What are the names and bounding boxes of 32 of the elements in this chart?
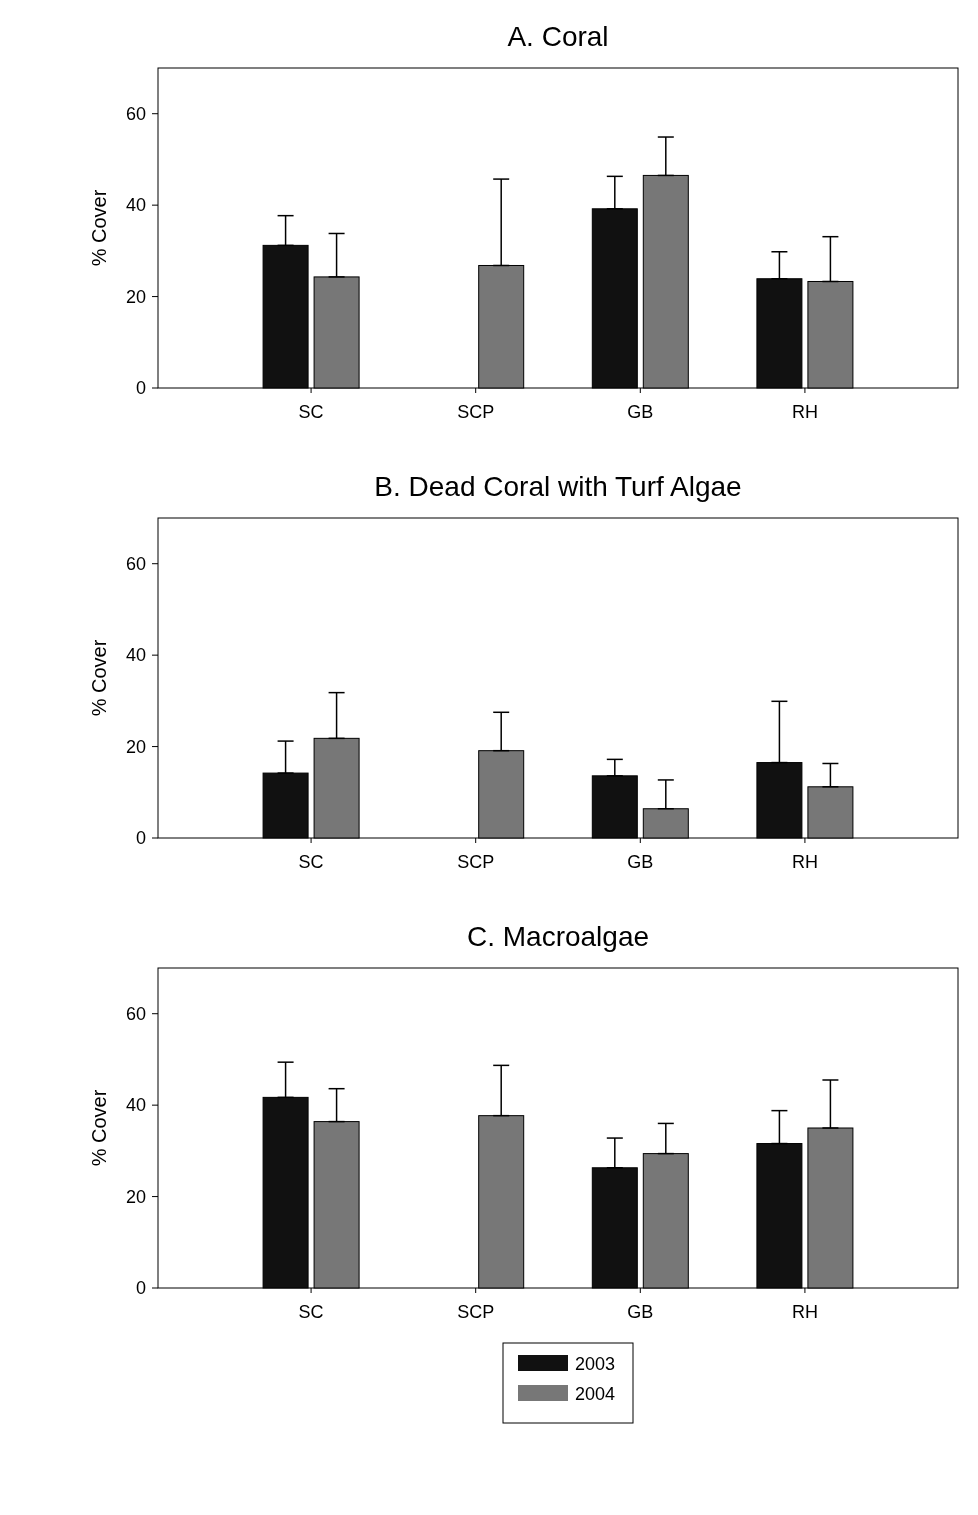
x-tick-label: SC bbox=[298, 1302, 324, 1322]
y-tick-label: 40 bbox=[125, 1095, 146, 1116]
x-tick-label: GB bbox=[627, 852, 654, 872]
y-tick-label: 20 bbox=[125, 736, 146, 757]
y-tick-label: 60 bbox=[125, 103, 146, 124]
x-tick-label: RH bbox=[791, 402, 818, 422]
y-tick-label: 60 bbox=[125, 1003, 146, 1024]
x-tick-label: GB bbox=[627, 402, 654, 422]
x-tick-label: RH bbox=[791, 852, 818, 872]
y-tick-label: 0 bbox=[135, 378, 146, 398]
x-tick-label: SC bbox=[298, 402, 324, 422]
y-tick-label: 60 bbox=[125, 553, 146, 574]
legend-label: 2004 bbox=[575, 1384, 616, 1404]
chart-title: A. Coral bbox=[507, 21, 609, 52]
x-tick-label: SCP bbox=[457, 402, 495, 422]
y-tick-label: 0 bbox=[135, 1278, 146, 1298]
y-tick-label: 20 bbox=[125, 286, 146, 307]
x-tick-label: SCP bbox=[457, 852, 495, 872]
chart-title: C. Macroalgae bbox=[466, 921, 650, 952]
x-tick-label: GB bbox=[627, 1302, 654, 1322]
y-tick-label: 0 bbox=[135, 828, 146, 848]
legend-label: 2003 bbox=[575, 1354, 616, 1374]
y-tick-label: 20 bbox=[125, 1186, 146, 1207]
chart-title: B. Dead Coral with Turf Algae bbox=[374, 471, 742, 502]
y-axis-title: % Cover bbox=[88, 189, 110, 267]
x-tick-label: SC bbox=[298, 852, 324, 872]
y-axis-title: % Cover bbox=[88, 639, 110, 717]
y-tick-label: 40 bbox=[125, 645, 146, 666]
x-tick-label: RH bbox=[791, 1302, 818, 1322]
y-tick-label: 40 bbox=[125, 195, 146, 216]
x-tick-label: SCP bbox=[457, 1302, 495, 1322]
y-axis-title: % Cover bbox=[88, 1089, 110, 1167]
